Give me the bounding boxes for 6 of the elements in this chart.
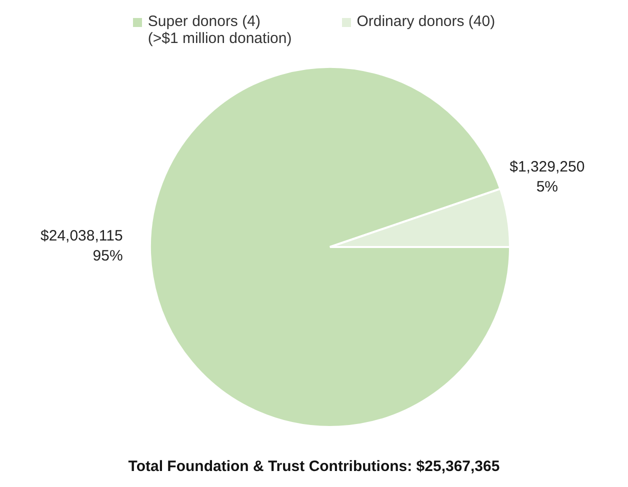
pie-slice [149, 66, 511, 428]
text: Total Foundation & Trust Contributions: $25,367,365 [127, 458, 501, 475]
legend-label: Ordinary donors (40) [356, 13, 496, 30]
data-label: $1,329,250 5% [510, 158, 585, 196]
data-label: $24,038,115 95% [40, 227, 123, 264]
legend-label: Super donors (4) (>$1 million donation) [148, 13, 292, 47]
